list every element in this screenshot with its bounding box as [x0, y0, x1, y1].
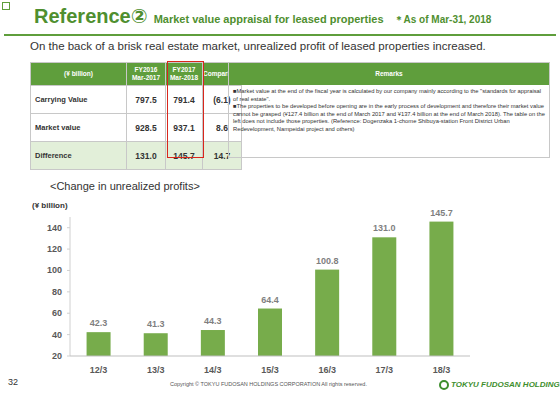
column-header-line: (¥ billion)	[31, 70, 126, 78]
y-tick	[67, 227, 70, 228]
cell: 791.4	[166, 86, 203, 114]
column-header: (¥ billion)	[31, 63, 127, 86]
title: Reference②	[34, 5, 148, 27]
title-line: Reference② Market value appraisal for lea…	[34, 4, 491, 28]
row-label: Difference	[31, 142, 127, 170]
data-label: 42.3	[90, 318, 108, 328]
bars	[87, 222, 454, 356]
cell: 928.5	[127, 114, 166, 142]
bar	[87, 332, 111, 356]
table-row: Carrying Value797.5791.4(6.1)	[31, 86, 242, 114]
y-tick-label: 100	[47, 265, 62, 275]
brand-logo	[440, 381, 448, 389]
y-axis	[70, 217, 71, 356]
row-label: Market value	[31, 114, 127, 142]
remark: ■The properties to be developed before o…	[233, 103, 545, 133]
brand: TOKYU FUDOSAN HOLDINGS	[451, 380, 560, 389]
y-tick	[67, 291, 70, 292]
data-label: 64.4	[261, 295, 279, 305]
x-tick-label: 13/3	[147, 365, 165, 375]
x-tick-label: 15/3	[261, 365, 279, 375]
column-header-line: FY2016	[127, 66, 165, 74]
x-tick-label: 17/3	[376, 365, 394, 375]
value-table: (¥ billion)FY2016Mar-2017FY2017Mar-2018C…	[30, 62, 242, 170]
corner-mark	[2, 2, 10, 10]
data-label: 145.7	[430, 208, 453, 218]
highlight-box	[167, 61, 204, 158]
table-row: Difference131.0145.714.7	[31, 142, 242, 170]
column-header: FY2016Mar-2017	[127, 63, 166, 86]
bar	[372, 237, 396, 356]
row-label: Carrying Value	[31, 86, 127, 114]
x-tick-label: 18/3	[433, 365, 451, 375]
column-header-line: FY2017	[166, 66, 202, 74]
y-tick	[67, 356, 70, 357]
table-header: (¥ billion)FY2016Mar-2017FY2017Mar-2018C…	[31, 63, 242, 86]
bar	[144, 333, 168, 356]
note: ＊As of Mar-31, 2018	[394, 14, 492, 25]
y-tick	[67, 313, 70, 314]
column-header-line: Mar-2017	[127, 74, 165, 82]
slide: Reference② Market value appraisal for lea…	[0, 0, 560, 396]
remarks-body: ■Market value at the end of the fiscal y…	[229, 85, 549, 137]
y-tick-label: 40	[52, 330, 62, 340]
lead: On the back of a brisk real estate marke…	[30, 40, 486, 52]
bar	[429, 222, 453, 356]
bar	[201, 330, 225, 356]
chart-title: <Change in unrealized profits>	[50, 180, 200, 192]
column-header: FY2017Mar-2018	[166, 63, 203, 86]
page-number: 32	[8, 377, 18, 387]
x-tick-label: 16/3	[318, 365, 336, 375]
cell: 145.7	[166, 142, 203, 170]
remarks: Remarks ■Market value at the end of the f…	[228, 62, 550, 158]
y-tick-label: 140	[47, 223, 62, 233]
cell: 14.7	[203, 142, 242, 170]
data-label: 44.3	[204, 316, 222, 326]
bar	[258, 309, 282, 356]
y-tick-label: 20	[52, 351, 62, 361]
table-row: Market value928.5937.18.6	[31, 114, 242, 142]
x-axis	[70, 356, 470, 357]
y-tick	[67, 270, 70, 271]
y-tick	[67, 334, 70, 335]
cell: 797.5	[127, 86, 166, 114]
y-tick-label: 120	[47, 244, 62, 254]
y-tick-label: 80	[52, 287, 62, 297]
data-label: 131.0	[373, 223, 396, 233]
cell: 937.1	[166, 114, 203, 142]
y-tick-label: 60	[52, 308, 62, 318]
chart: 20 40 60 80 100 120 140 42.3 41.3 44.3 64.4 100.8 13…	[0, 0, 560, 396]
bar	[315, 270, 339, 356]
subtitle: Market value appraisal for leased proper…	[154, 13, 384, 25]
copyright: Copyright © TOKYU FUDOSAN HOLDINGS CORPO…	[170, 381, 367, 387]
data-label: 41.3	[147, 319, 165, 329]
remarks-title: Remarks	[229, 63, 549, 85]
y-label: (¥ billion)	[32, 201, 68, 210]
remark: ■Market value at the end of the fiscal y…	[233, 88, 545, 103]
title-rule	[4, 34, 556, 36]
cell: 131.0	[127, 142, 166, 170]
data-label: 100.8	[316, 256, 339, 266]
x-tick-label: 14/3	[204, 365, 222, 375]
y-tick	[67, 249, 70, 250]
x-tick-label: 12/3	[90, 365, 108, 375]
column-header-line: Mar-2018	[166, 74, 202, 82]
